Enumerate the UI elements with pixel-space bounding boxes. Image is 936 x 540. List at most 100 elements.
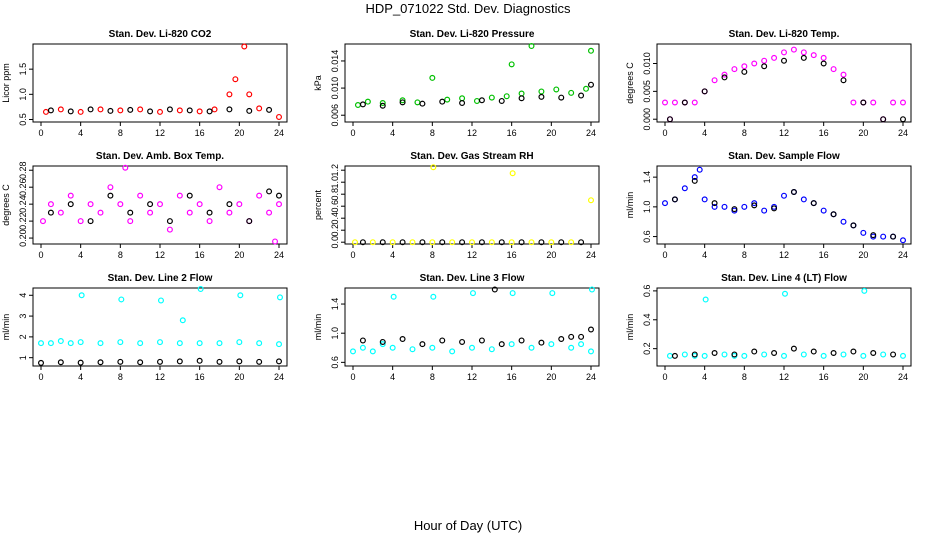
overlay-point [518,337,525,344]
chart-panel-6: Stan. Dev. Sample Flow 0 4 8 12 16 20 24 0.6 1.0 1… [625,151,912,260]
overlay-point [47,107,54,114]
data-point [430,164,437,171]
overlay-point [419,100,426,107]
overlay-point [186,192,193,199]
overlay-point [538,239,545,246]
data-point [840,71,847,78]
data-point [117,339,124,346]
overlay-point [419,341,426,348]
overlay-point [399,99,406,106]
data-point [444,96,451,103]
panel-title: Stan. Dev. Li-820 Pressure [410,29,535,40]
x-tick-label: 0 [38,250,43,260]
x-tick-label: 12 [467,372,477,382]
data-point [237,292,244,299]
overlay-point [681,99,688,106]
x-tick-label: 4 [78,250,83,260]
data-point [197,286,204,293]
overlay-point [399,336,406,343]
x-tick-label: 24 [274,128,284,138]
overlay-point [518,95,525,102]
data-point [236,201,243,208]
data-point [861,287,868,294]
data-point [761,207,768,214]
y-tick-label: 0.000 [642,108,652,131]
overlay-point [558,239,565,246]
data-point [587,47,594,54]
overlay-point [830,350,837,357]
data-point [107,184,114,191]
overlay-point [379,102,386,109]
overlay-point [196,357,203,364]
overlay-point [800,54,807,61]
x-tick-label: 20 [858,128,868,138]
data-point [488,239,495,246]
data-point [583,85,590,92]
overlay-point [880,116,887,123]
data-point [528,344,535,351]
data-point [899,237,906,244]
data-point [137,340,144,347]
data-point [880,233,887,240]
data-point [568,89,575,96]
x-tick-label: 20 [234,128,244,138]
data-point [409,346,416,353]
plot-frame [656,287,912,367]
y-axis-label: ml/min [1,314,11,341]
data-point [820,352,827,359]
data-point [587,197,594,204]
data-point [761,57,768,64]
y-tick-label: 0.6 [642,285,652,298]
data-point [880,351,887,358]
data-point [216,184,223,191]
x-tick-label: 12 [155,250,165,260]
overlay-point [276,358,283,365]
x-tick-label: 4 [78,372,83,382]
y-tick-label: 1.5 [18,63,28,76]
x-tick-label: 4 [390,372,395,382]
data-point [701,352,708,359]
data-point [97,106,104,113]
x-tick-label: 0 [350,250,355,260]
data-point [860,352,867,359]
data-point [761,351,768,358]
data-point [77,218,84,225]
data-point [587,348,594,355]
data-point [830,66,837,73]
data-point [721,71,728,78]
y-tick-label: 1.0 [642,201,652,214]
panel-title: Stan. Dev. Li-820 Temp. [729,29,840,40]
overlay-point [107,107,114,114]
data-point [414,99,421,106]
data-point [666,352,673,359]
y-tick-label: 0.4 [330,212,340,225]
data-point [77,108,84,115]
overlay-point [147,201,154,208]
data-point [701,196,708,203]
data-point [721,203,728,210]
data-point [127,218,134,225]
chart-panel-4: Stan. Dev. Amb. Box Temp. 0 4 8 12 16 20 24 0.20… [1,151,288,260]
overlay-point [691,351,698,358]
overlay-point [266,188,273,195]
data-point [390,293,397,300]
overlay-point [127,209,134,216]
data-point [538,88,545,95]
x-tick-label: 16 [819,372,829,382]
x-tick-label: 16 [819,128,829,138]
data-point [117,201,124,208]
x-tick-label: 0 [38,128,43,138]
overlay-point [206,108,213,115]
x-tick-label: 8 [118,128,123,138]
overlay-point [671,352,678,359]
overlay-point [399,239,406,246]
data-point [508,61,515,68]
overlay-point [186,107,193,114]
panel-title: Stan. Dev. Gas Stream RH [410,151,533,162]
overlay-point [731,351,738,358]
x-tick-label: 16 [195,250,205,260]
data-point [588,286,595,293]
x-tick-label: 0 [38,372,43,382]
y-tick-label: 0.6 [642,230,652,243]
